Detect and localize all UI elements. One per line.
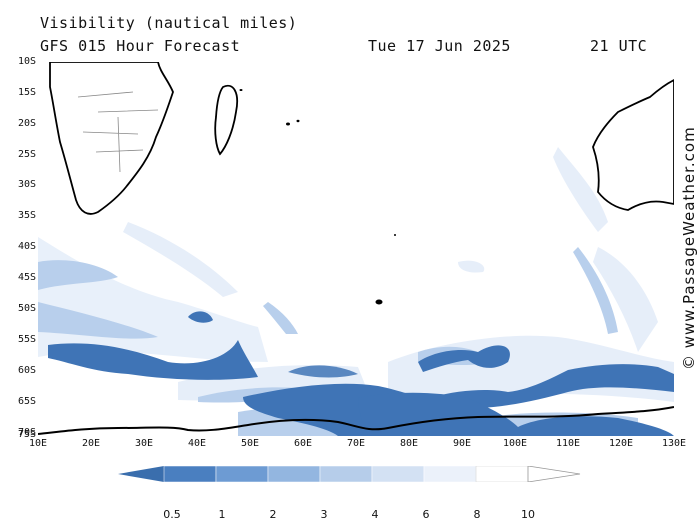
lon-label: 100E	[502, 438, 528, 449]
colorbar-bin	[215, 466, 269, 482]
visibility-colorbar	[118, 466, 581, 482]
colorbar-max-arrow	[527, 466, 581, 482]
forecast-time: 21 UTC	[590, 37, 648, 55]
lat-label: 40S	[17, 241, 36, 252]
lon-label: 10E	[28, 438, 48, 449]
colorbar-bin	[163, 466, 217, 482]
colorbar-label: 10	[521, 508, 535, 521]
lon-label: 70E	[346, 438, 366, 449]
australia-landmass	[592, 78, 674, 211]
lon-label: 90E	[452, 438, 472, 449]
lon-label: 30E	[134, 438, 154, 449]
lon-label: 130E	[661, 438, 687, 449]
lat-label: 50S	[17, 303, 36, 314]
forecast-date: Tue 17 Jun 2025	[368, 37, 511, 55]
lat-label: 20S	[17, 118, 36, 129]
lat-label: 65S	[17, 396, 36, 407]
map-title: Visibility (nautical miles)	[40, 14, 298, 32]
africa-landmass	[49, 62, 238, 215]
islands	[239, 89, 396, 305]
antarctica-coastline	[38, 406, 674, 435]
colorbar-bin	[423, 466, 477, 482]
lat-label: 55S	[17, 334, 36, 345]
colorbar-label: 4	[371, 508, 379, 521]
lon-label: 120E	[608, 438, 634, 449]
lat-label: 30S	[17, 179, 36, 190]
lon-label: 20E	[81, 438, 101, 449]
madagascar	[214, 84, 238, 156]
colorbar-min-arrow	[118, 466, 164, 482]
colorbar-bin	[319, 466, 373, 482]
colorbar-label: 8	[473, 508, 481, 521]
lon-label: 110E	[555, 438, 581, 449]
visibility-map	[38, 62, 674, 436]
lon-label: 40E	[187, 438, 207, 449]
lat-label: 75S	[17, 429, 36, 440]
lat-label: 25S	[17, 149, 36, 160]
colorbar-label: 6	[422, 508, 430, 521]
lon-label: 50E	[240, 438, 260, 449]
lon-label: 80E	[399, 438, 419, 449]
colorbar-label: 2	[269, 508, 277, 521]
lat-label: 10S	[17, 56, 36, 67]
lat-label: 15S	[17, 87, 36, 98]
lat-label: 60S	[17, 365, 36, 376]
lat-label: 35S	[17, 210, 36, 221]
lon-label: 60E	[293, 438, 313, 449]
forecast-subtitle: GFS 015 Hour Forecast	[40, 37, 241, 55]
colorbar-bin	[475, 466, 529, 482]
colorbar-label: 1	[218, 508, 226, 521]
colorbar-bin	[267, 466, 321, 482]
lat-label: 45S	[17, 272, 36, 283]
colorbar-bin	[371, 466, 425, 482]
credit-watermark: © www.PassageWeather.com	[680, 126, 698, 370]
low-visibility-bands	[48, 311, 674, 436]
colorbar-label: 3	[320, 508, 328, 521]
colorbar-label: 0.5	[163, 508, 181, 521]
lat-label: 70S	[17, 427, 36, 438]
